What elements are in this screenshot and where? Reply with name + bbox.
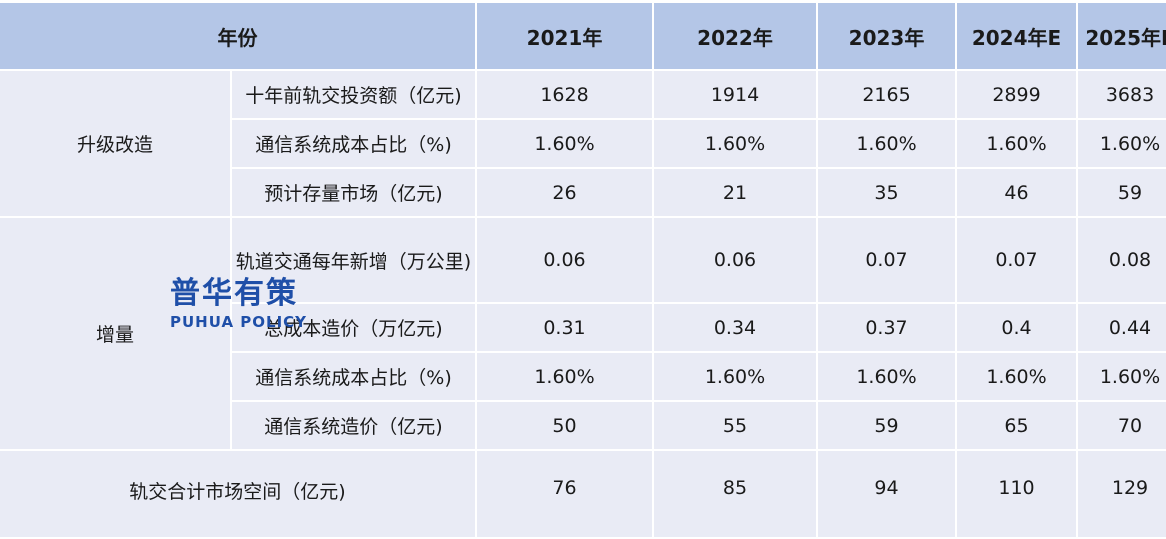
cell-value: 1628 xyxy=(477,71,652,118)
cell-value: 2165 xyxy=(818,71,955,118)
year-2023-header: 2023年 xyxy=(818,3,955,69)
row-label: 通信系统成本占比（%) xyxy=(232,120,475,167)
group-increment-label: 增量 xyxy=(0,218,230,449)
cell-value: 0.06 xyxy=(654,218,816,302)
cell-value: 0.34 xyxy=(654,304,816,351)
row-label: 通信系统造价（亿元) xyxy=(232,402,475,449)
cell-value: 0.31 xyxy=(477,304,652,351)
cell-value: 0.44 xyxy=(1078,304,1166,351)
cell-value: 70 xyxy=(1078,402,1166,449)
year-2021-header: 2021年 xyxy=(477,3,652,69)
cell-value: 1.60% xyxy=(818,353,955,400)
cell-value: 1.60% xyxy=(957,353,1076,400)
total-value: 129 xyxy=(1078,451,1166,537)
group-upgrade-label: 升级改造 xyxy=(0,71,230,216)
cell-value: 1.60% xyxy=(818,120,955,167)
row-label: 预计存量市场（亿元) xyxy=(232,169,475,216)
year-2022-header: 2022年 xyxy=(654,3,816,69)
cell-value: 59 xyxy=(818,402,955,449)
cell-value: 2899 xyxy=(957,71,1076,118)
table-row: 通信系统造价（亿元) 50 55 59 65 70 xyxy=(0,402,1166,449)
total-value: 94 xyxy=(818,451,955,537)
cell-value: 1.60% xyxy=(477,353,652,400)
cell-value: 65 xyxy=(957,402,1076,449)
cell-value: 0.07 xyxy=(818,218,955,302)
year-2024e-header: 2024年E xyxy=(957,3,1076,69)
cell-value: 35 xyxy=(818,169,955,216)
total-value: 110 xyxy=(957,451,1076,537)
total-label: 轨交合计市场空间（亿元) xyxy=(0,451,475,537)
row-label: 总成本造价（万亿元) xyxy=(232,304,475,351)
cell-value: 50 xyxy=(477,402,652,449)
cell-value: 1.60% xyxy=(477,120,652,167)
cell-value: 59 xyxy=(1078,169,1166,216)
total-value: 85 xyxy=(654,451,816,537)
header-row: 年份 2021年 2022年 2023年 2024年E 2025年E xyxy=(0,3,1166,69)
cell-value: 0.06 xyxy=(477,218,652,302)
cell-value: 1.60% xyxy=(654,120,816,167)
cell-value: 3683 xyxy=(1078,71,1166,118)
cell-value: 1.60% xyxy=(957,120,1076,167)
cell-value: 1.60% xyxy=(1078,120,1166,167)
cell-value: 0.4 xyxy=(957,304,1076,351)
table-row: 预计存量市场（亿元) 26 21 35 46 59 xyxy=(0,169,1166,216)
row-label: 通信系统成本占比（%) xyxy=(232,353,475,400)
cell-value: 0.37 xyxy=(818,304,955,351)
cell-value: 1.60% xyxy=(654,353,816,400)
row-label: 十年前轨交投资额（亿元) xyxy=(232,71,475,118)
table-row: 通信系统成本占比（%) 1.60% 1.60% 1.60% 1.60% 1.60… xyxy=(0,120,1166,167)
year-header: 年份 xyxy=(0,3,475,69)
cell-value: 55 xyxy=(654,402,816,449)
total-row: 轨交合计市场空间（亿元) 76 85 94 110 129 xyxy=(0,451,1166,537)
table-row: 通信系统成本占比（%) 1.60% 1.60% 1.60% 1.60% 1.60… xyxy=(0,353,1166,400)
table-row: 增量 轨道交通每年新增（万公里) 0.06 0.06 0.07 0.07 0.0… xyxy=(0,218,1166,449)
year-2025e-header: 2025年E xyxy=(1078,3,1166,69)
cell-value: 0.08 xyxy=(1078,218,1166,302)
table-row: 总成本造价（万亿元) 0.31 0.34 0.37 0.4 0.44 xyxy=(0,304,1166,351)
cell-value: 21 xyxy=(654,169,816,216)
row-label: 轨道交通每年新增（万公里) xyxy=(232,218,475,302)
cell-value: 0.07 xyxy=(957,218,1076,302)
cell-value: 26 xyxy=(477,169,652,216)
cell-value: 46 xyxy=(957,169,1076,216)
total-value: 76 xyxy=(477,451,652,537)
table-row: 升级改造 十年前轨交投资额（亿元) 1628 1914 2165 2899 36… xyxy=(0,71,1166,216)
cell-value: 1914 xyxy=(654,71,816,118)
cell-value: 1.60% xyxy=(1078,353,1166,400)
